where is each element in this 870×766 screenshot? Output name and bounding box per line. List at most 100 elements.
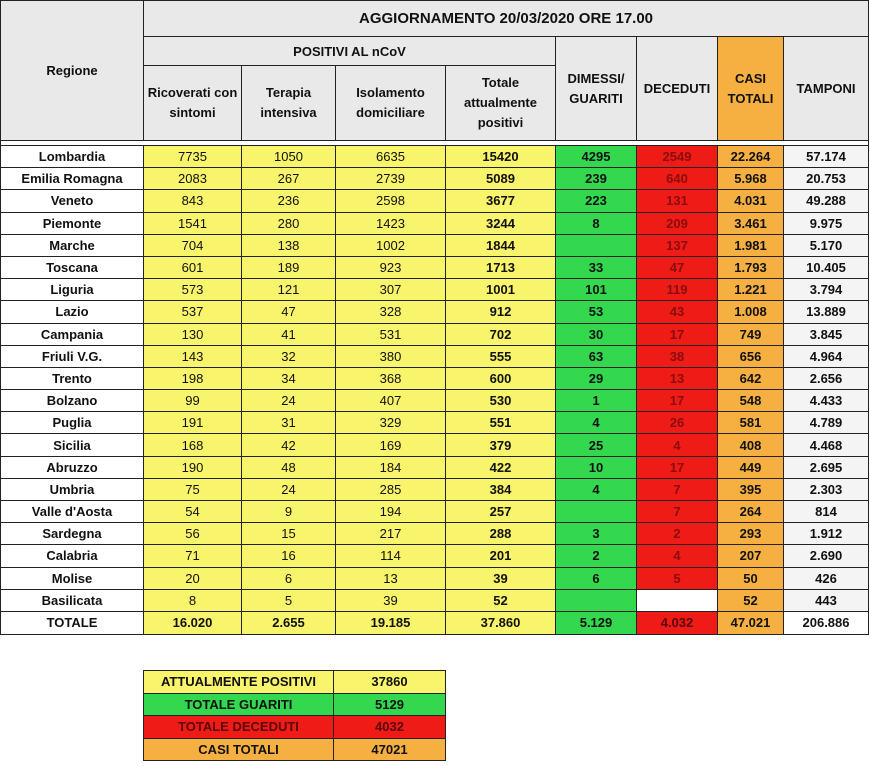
cell-deceduti: 47	[636, 255, 718, 280]
cell-terapia: 267	[241, 167, 336, 191]
cell-dimessi: 6	[555, 566, 637, 590]
cell-dimessi: 63	[555, 344, 637, 368]
cell-totale: 530	[445, 389, 556, 413]
cell-casi: 52	[717, 588, 784, 612]
cell-dimessi: 29	[555, 366, 637, 391]
cell-totale: 39	[445, 566, 556, 590]
summary-value: 5129	[333, 692, 446, 716]
cell-tamponi: 4.468	[782, 433, 870, 457]
cell-isolamento: 169	[335, 433, 446, 457]
cell-isolamento: 407	[335, 389, 446, 413]
cell-dimessi: 30	[555, 322, 637, 346]
cell-dimessi: 1	[555, 389, 637, 413]
cell-deceduti: 38	[636, 344, 718, 368]
cell-deceduti: 131	[636, 189, 718, 213]
cell-deceduti: 137	[636, 233, 718, 257]
cell-tamponi: 443	[782, 588, 870, 612]
cell-isolamento: 1002	[335, 233, 446, 257]
cell-totale: 257	[445, 499, 556, 524]
cell-totale: 555	[445, 344, 556, 368]
summary-label: ATTUALMENTE POSITIVI	[143, 670, 334, 694]
cell-totale: 702	[445, 322, 556, 346]
cell-dimessi: 101	[555, 278, 637, 302]
summary-label: TOTALE DECEDUTI	[143, 715, 334, 739]
cell-totale: 551	[445, 411, 556, 435]
cell-tamponi: 13.889	[782, 300, 870, 324]
cell-deceduti: 17	[636, 455, 718, 479]
table-row: Lombardia 7735 1050 6635 15420 4295 2549 22.264…	[0, 144, 870, 169]
total-casi: 47.021	[717, 610, 784, 635]
cell-dimessi: 2	[555, 544, 637, 568]
cell-ricoverati: 843	[143, 189, 242, 213]
cell-tamponi: 1.912	[782, 522, 870, 546]
cell-deceduti: 7	[636, 477, 718, 502]
cell-casi: 264	[717, 499, 784, 524]
cell-isolamento: 531	[335, 322, 446, 346]
cell-regione: Toscana	[0, 255, 144, 280]
cell-regione: Sicilia	[0, 433, 144, 457]
table-row: Campania 130 41 531 702 30 17 749 3.845	[0, 322, 870, 346]
cell-ricoverati: 704	[143, 233, 242, 257]
cell-tamponi: 2.690	[782, 544, 870, 568]
header-regione: Regione	[0, 0, 144, 141]
cell-ricoverati: 130	[143, 322, 242, 346]
cell-terapia: 31	[241, 411, 336, 435]
cell-dimessi	[555, 233, 637, 257]
cell-isolamento: 328	[335, 300, 446, 324]
total-label: TOTALE	[0, 610, 144, 635]
cell-totale: 288	[445, 522, 556, 546]
cell-totale: 912	[445, 300, 556, 324]
cell-terapia: 16	[241, 544, 336, 568]
cell-casi: 656	[717, 344, 784, 368]
cell-isolamento: 184	[335, 455, 446, 479]
cell-tamponi: 3.845	[782, 322, 870, 346]
summary-table: ATTUALMENTE POSITIVI 37860 TOTALE GUARITI 5…	[143, 670, 446, 761]
cell-isolamento: 923	[335, 255, 446, 280]
cell-terapia: 9	[241, 499, 336, 524]
header-ricoverati: Ricoverati con sintomi	[143, 65, 242, 141]
table-row: Trento 198 34 368 600 29 13 642 2.656	[0, 366, 870, 391]
cell-regione: Valle d'Aosta	[0, 499, 144, 524]
cell-ricoverati: 7735	[143, 144, 242, 169]
cell-regione: Molise	[0, 566, 144, 590]
cell-deceduti: 4	[636, 433, 718, 457]
cell-casi: 1.793	[717, 255, 784, 280]
cell-deceduti: 7	[636, 499, 718, 524]
cell-tamponi: 2.695	[782, 455, 870, 479]
cell-ricoverati: 71	[143, 544, 242, 568]
cell-tamponi: 5.170	[782, 233, 870, 257]
cell-tamponi: 10.405	[782, 255, 870, 280]
total-terapia: 2.655	[241, 610, 336, 635]
table-row: Molise 20 6 13 39 6 5 50 426	[0, 566, 870, 590]
table-row: Friuli V.G. 143 32 380 555 63 38 656 4.964	[0, 344, 870, 368]
cell-ricoverati: 573	[143, 278, 242, 302]
cell-isolamento: 194	[335, 499, 446, 524]
table-row: Umbria 75 24 285 384 4 7 395 2.303	[0, 477, 870, 502]
total-ricoverati: 16.020	[143, 610, 242, 635]
cell-ricoverati: 1541	[143, 211, 242, 235]
cell-casi: 395	[717, 477, 784, 502]
cell-regione: Trento	[0, 366, 144, 391]
header-isolamento: Isolamento domiciliare	[335, 65, 446, 141]
cell-totale: 3677	[445, 189, 556, 213]
cell-regione: Sardegna	[0, 522, 144, 546]
cell-casi: 293	[717, 522, 784, 546]
cell-totale: 15420	[445, 144, 556, 169]
cell-isolamento: 2739	[335, 167, 446, 191]
cell-terapia: 41	[241, 322, 336, 346]
cell-totale: 1844	[445, 233, 556, 257]
table-row: Basilicata 8 5 39 52 52 443	[0, 588, 870, 612]
summary-value: 47021	[333, 737, 446, 761]
cell-isolamento: 39	[335, 588, 446, 612]
cell-ricoverati: 190	[143, 455, 242, 479]
cell-deceduti: 17	[636, 389, 718, 413]
cell-regione: Liguria	[0, 278, 144, 302]
cell-ricoverati: 168	[143, 433, 242, 457]
cell-ricoverati: 143	[143, 344, 242, 368]
cell-casi: 3.461	[717, 211, 784, 235]
cell-ricoverati: 537	[143, 300, 242, 324]
cell-isolamento: 13	[335, 566, 446, 590]
table-row: Liguria 573 121 307 1001 101 119 1.221 3.794	[0, 278, 870, 302]
header-terapia: Terapia intensiva	[241, 65, 336, 141]
cell-dimessi: 239	[555, 167, 637, 191]
